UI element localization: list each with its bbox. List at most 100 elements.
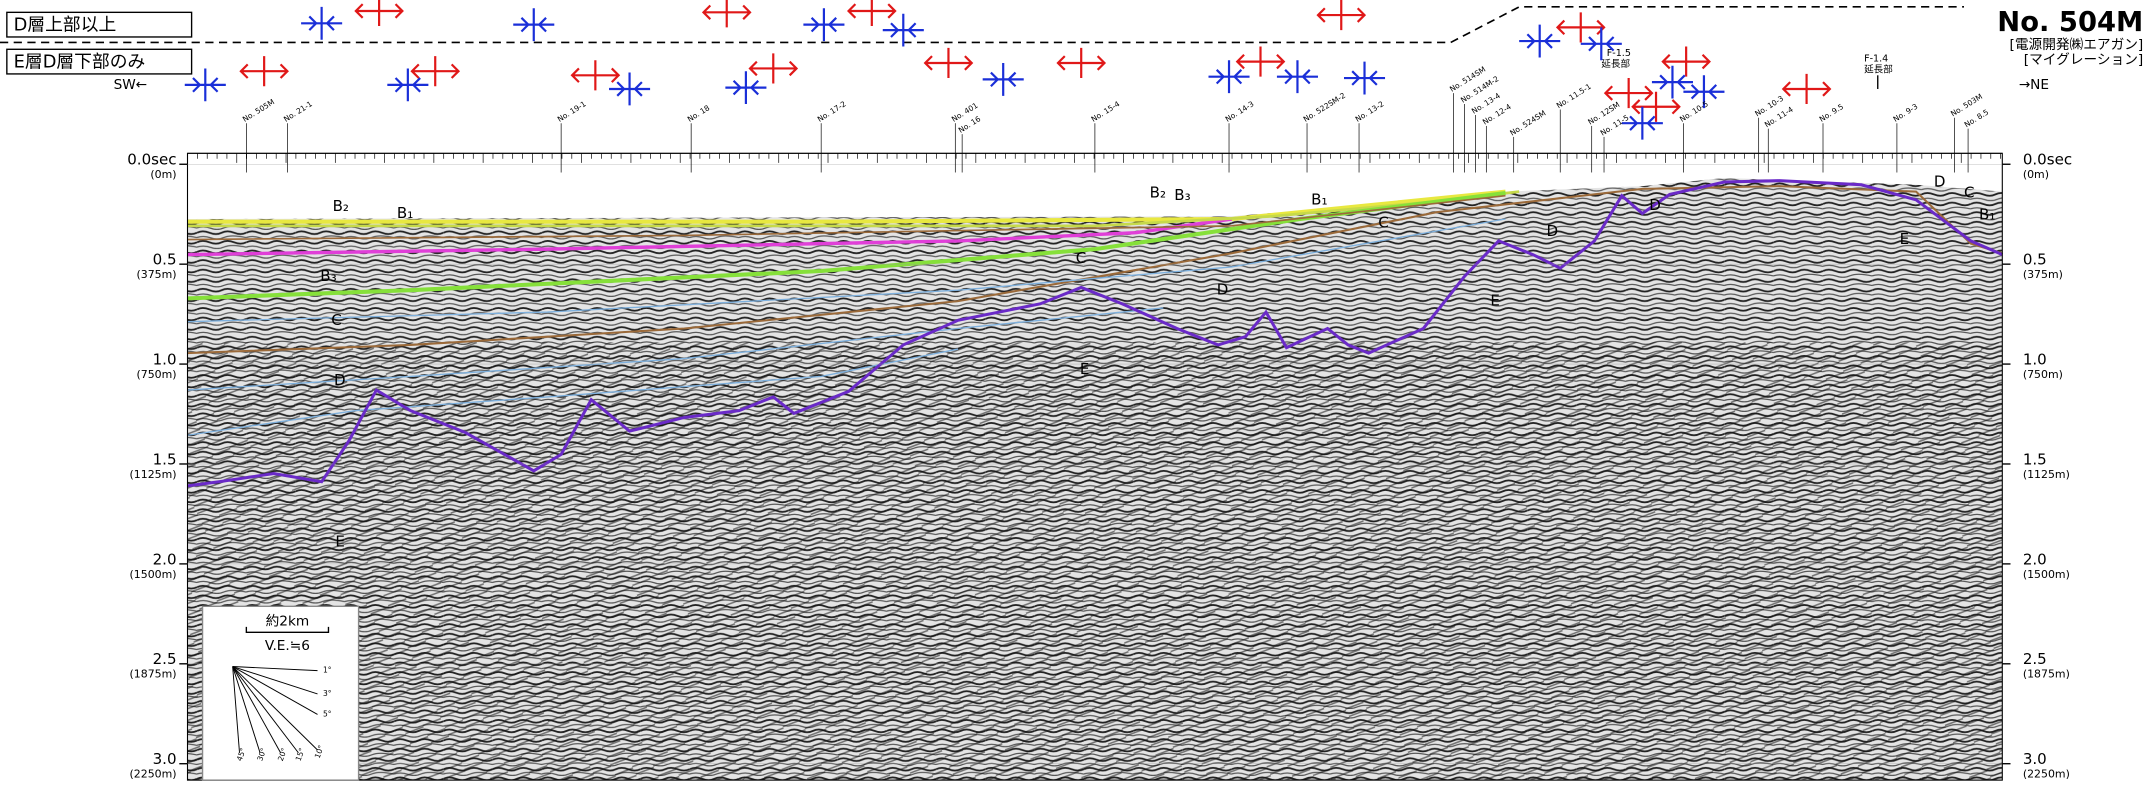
slope-label: 5° bbox=[323, 709, 332, 718]
horizon-label: C bbox=[331, 311, 342, 329]
red-marker bbox=[354, 0, 404, 27]
red-marker bbox=[1631, 91, 1681, 122]
blue-marker bbox=[387, 68, 429, 102]
red-marker bbox=[846, 0, 897, 27]
red-marker bbox=[1316, 0, 1367, 31]
red-marker bbox=[1235, 46, 1286, 77]
horizon-label: C bbox=[1378, 214, 1389, 232]
blue-marker bbox=[882, 13, 924, 47]
horizon-label: E bbox=[335, 532, 345, 550]
crossing-label: No. 505M bbox=[241, 97, 276, 124]
slope-line bbox=[232, 666, 261, 753]
scale-exaggeration: V.E.≒6 bbox=[265, 638, 310, 654]
slope-label: 30° bbox=[255, 747, 268, 763]
red-marker bbox=[748, 53, 799, 84]
fault-note: 延長部 bbox=[1864, 63, 1893, 75]
horizon-label: D bbox=[1934, 173, 1946, 191]
horizon-label: E bbox=[1080, 360, 1090, 378]
axis-label: 1.5 bbox=[2023, 450, 2047, 468]
horizon-line bbox=[187, 194, 1506, 241]
axis-label: 0.5 bbox=[153, 251, 177, 269]
horizon-label: D bbox=[334, 371, 346, 389]
dashed-boundary bbox=[0, 6, 1964, 44]
axis-depth: (375m) bbox=[2023, 268, 2063, 281]
blue-marker bbox=[1580, 27, 1622, 61]
axis-depth: (750m) bbox=[2023, 368, 2063, 381]
horizon-label: E bbox=[1490, 292, 1500, 310]
legend-box bbox=[6, 11, 193, 38]
legend-label: D層上部以上 bbox=[14, 14, 117, 35]
blue-marker bbox=[1343, 61, 1386, 95]
blue-marker bbox=[1651, 65, 1693, 99]
slope-label: 45° bbox=[235, 747, 248, 763]
slope-label: 1° bbox=[323, 666, 332, 675]
slope-line bbox=[232, 666, 318, 715]
blue-marker bbox=[1621, 106, 1663, 140]
crossing-label: No. 13-2 bbox=[1354, 99, 1386, 124]
blue-marker bbox=[1683, 75, 1725, 109]
slope-label: 3° bbox=[323, 689, 332, 698]
crossing-label: No. 522SM-2 bbox=[1302, 91, 1348, 124]
red-marker bbox=[701, 0, 752, 28]
red-marker bbox=[1781, 73, 1832, 105]
axis-label: 2.0 bbox=[153, 550, 177, 568]
profile-source: [電源開発㈱エアガン] bbox=[2010, 37, 2144, 53]
axis-depth: (1875m) bbox=[130, 668, 177, 681]
horizon-label: B₁ bbox=[1979, 205, 1995, 223]
direction-label: →NE bbox=[2019, 77, 2049, 93]
fault-name: F-1.4 bbox=[1864, 53, 1888, 64]
horizon-label: E bbox=[1900, 230, 1910, 248]
blue-marker bbox=[1519, 24, 1561, 58]
horizon-line bbox=[187, 307, 1164, 391]
horizon-label: C bbox=[1964, 183, 1975, 201]
axis-depth: (1125m) bbox=[130, 468, 177, 481]
legend-label: E層D層下部のみ bbox=[14, 51, 146, 72]
blue-marker bbox=[609, 72, 651, 106]
profile-processing: [マイグレーション] bbox=[2024, 52, 2144, 68]
fault-name: F-1.5 bbox=[1607, 48, 1631, 59]
red-marker bbox=[239, 56, 289, 87]
axis-label: 2.0 bbox=[2023, 550, 2047, 568]
horizon-label: B₃ bbox=[1174, 186, 1190, 204]
horizon-label: B₁ bbox=[397, 204, 413, 222]
red-marker bbox=[923, 47, 974, 79]
axis-depth: (750m) bbox=[136, 368, 176, 381]
crossing-label: No. 21-1 bbox=[282, 99, 314, 124]
crossing-label: No. 10-5 bbox=[1678, 99, 1710, 124]
crossing-label: No. 8.5 bbox=[1963, 107, 1991, 129]
crossing-label: No. 14-3 bbox=[1224, 99, 1256, 124]
red-marker bbox=[1555, 12, 1606, 43]
horizon-line bbox=[187, 218, 1506, 323]
axis-label: 0.0sec bbox=[2023, 151, 2072, 169]
crossing-label: No. 17-2 bbox=[816, 99, 848, 124]
axis-label: 0.5 bbox=[2023, 251, 2047, 269]
slope-label: 10° bbox=[313, 744, 326, 760]
crossing-label: No. 18 bbox=[686, 103, 712, 124]
axis-depth: (375m) bbox=[136, 268, 176, 281]
horizons bbox=[187, 179, 2003, 488]
slope-line bbox=[232, 666, 318, 751]
horizon-label: B₂ bbox=[333, 197, 349, 215]
scale-bracket bbox=[245, 626, 330, 634]
blue-marker bbox=[513, 8, 555, 42]
fault-note: 延長部 bbox=[1601, 58, 1630, 70]
axis-label: 0.0sec bbox=[127, 151, 176, 169]
direction-label: SW← bbox=[114, 77, 148, 93]
horizon-label: B₂ bbox=[1150, 183, 1166, 201]
slope-label: 20° bbox=[276, 747, 289, 763]
axis-depth: (1125m) bbox=[2023, 468, 2070, 481]
axis-depth: (0m) bbox=[150, 168, 176, 181]
horizon-label: B₁ bbox=[1311, 190, 1327, 208]
crossing-label: No. 9.5 bbox=[1818, 102, 1846, 124]
horizon-label: B₃ bbox=[320, 267, 336, 285]
slope-line bbox=[232, 666, 281, 753]
blue-marker bbox=[1208, 60, 1250, 94]
horizon-label: D bbox=[1649, 196, 1661, 214]
crossing-label: No. 19-1 bbox=[556, 99, 588, 124]
slope-line bbox=[232, 666, 318, 695]
blue-marker bbox=[184, 68, 226, 102]
axis-depth: (2250m) bbox=[2023, 768, 2070, 781]
blue-marker bbox=[725, 71, 767, 105]
axis-depth: (0m) bbox=[2023, 168, 2049, 181]
